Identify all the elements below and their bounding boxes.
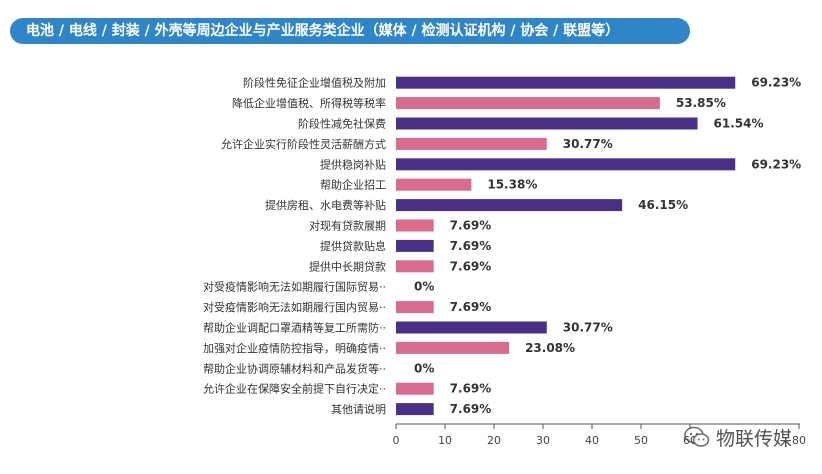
- watermark: 物联传媒: [684, 424, 792, 450]
- chart-title: 电池 / 电线 / 封装 / 外壳等周边企业与产业服务类企业（媒体 / 检测认证…: [26, 23, 620, 39]
- category-label: 其他请说明: [331, 402, 386, 416]
- category-label: 加强对企业疫情防控指导，明确疫情··: [203, 341, 386, 355]
- category-label: 提供房租、水电费等补贴: [265, 198, 386, 212]
- bar: [396, 97, 660, 110]
- category-label: 提供贷款贴息: [320, 239, 386, 253]
- data-label: 23.08%: [525, 341, 575, 355]
- data-label: 69.23%: [751, 157, 801, 171]
- x-tick-label: 30: [536, 434, 550, 447]
- bar: [396, 301, 434, 314]
- category-label: 提供稳岗补贴: [320, 157, 386, 171]
- category-label: 帮助企业招工: [320, 178, 386, 192]
- data-label: 46.15%: [638, 198, 688, 212]
- data-label: 30.77%: [563, 321, 613, 335]
- wechat-icon: [684, 426, 710, 447]
- data-label: 53.85%: [676, 96, 726, 110]
- category-label: 帮助企业调配口罩酒精等复工所需防··: [203, 321, 386, 335]
- data-label: 7.69%: [450, 300, 492, 314]
- chart-title-banner: 电池 / 电线 / 封装 / 外壳等周边企业与产业服务类企业（媒体 / 检测认证…: [10, 18, 690, 44]
- bar: [396, 199, 623, 212]
- category-label: 允许企业实行阶段性灵活薪酬方式: [221, 137, 386, 151]
- bar: [396, 137, 547, 150]
- category-label: 对受疫情影响无法如期履行国内贸易··: [203, 300, 386, 314]
- x-tick-label: 20: [487, 434, 501, 447]
- data-label: 7.69%: [450, 402, 492, 416]
- bar: [396, 341, 510, 354]
- category-label: 降低企业增值税、所得税等税率: [232, 96, 386, 110]
- data-label: 69.23%: [751, 76, 801, 90]
- bar: [396, 219, 434, 232]
- bar: [396, 403, 434, 416]
- data-label: 7.69%: [450, 259, 492, 273]
- x-tick-label: 40: [585, 434, 599, 447]
- category-label: 阶段性减免社保费: [298, 117, 386, 131]
- data-label: 0%: [414, 361, 434, 375]
- watermark-text: 物联传媒: [716, 427, 793, 450]
- category-label: 对现有贷款展期: [309, 219, 386, 233]
- bar: [396, 382, 434, 395]
- x-tick-label: 10: [438, 434, 452, 447]
- data-label: 15.38%: [487, 178, 537, 192]
- data-label: 7.69%: [450, 382, 492, 396]
- data-label: 7.69%: [450, 239, 492, 253]
- category-label: 提供中长期贷款: [309, 259, 386, 273]
- data-label: 30.77%: [563, 137, 613, 151]
- bar: [396, 76, 736, 89]
- x-tick-label: 80: [792, 434, 806, 447]
- bar: [396, 117, 698, 130]
- x-tick-label: 0: [393, 434, 400, 447]
- data-label: 7.69%: [450, 219, 492, 233]
- x-tick-label: 50: [634, 434, 648, 447]
- data-label: 61.54%: [714, 117, 764, 131]
- bar: [396, 239, 434, 252]
- category-label: 帮助企业协调原辅材料和产品发货等··: [203, 361, 386, 375]
- category-label: 对受疫情影响无法如期履行国际贸易··: [203, 280, 386, 294]
- bar: [396, 158, 736, 171]
- bar: [396, 321, 547, 334]
- bar: [396, 260, 434, 273]
- data-label: 0%: [414, 280, 434, 294]
- bar: [396, 178, 472, 191]
- category-label: 阶段性免征企业增值税及附加: [243, 76, 386, 90]
- category-label: 允许企业在保障安全前提下自行决定··: [203, 382, 386, 396]
